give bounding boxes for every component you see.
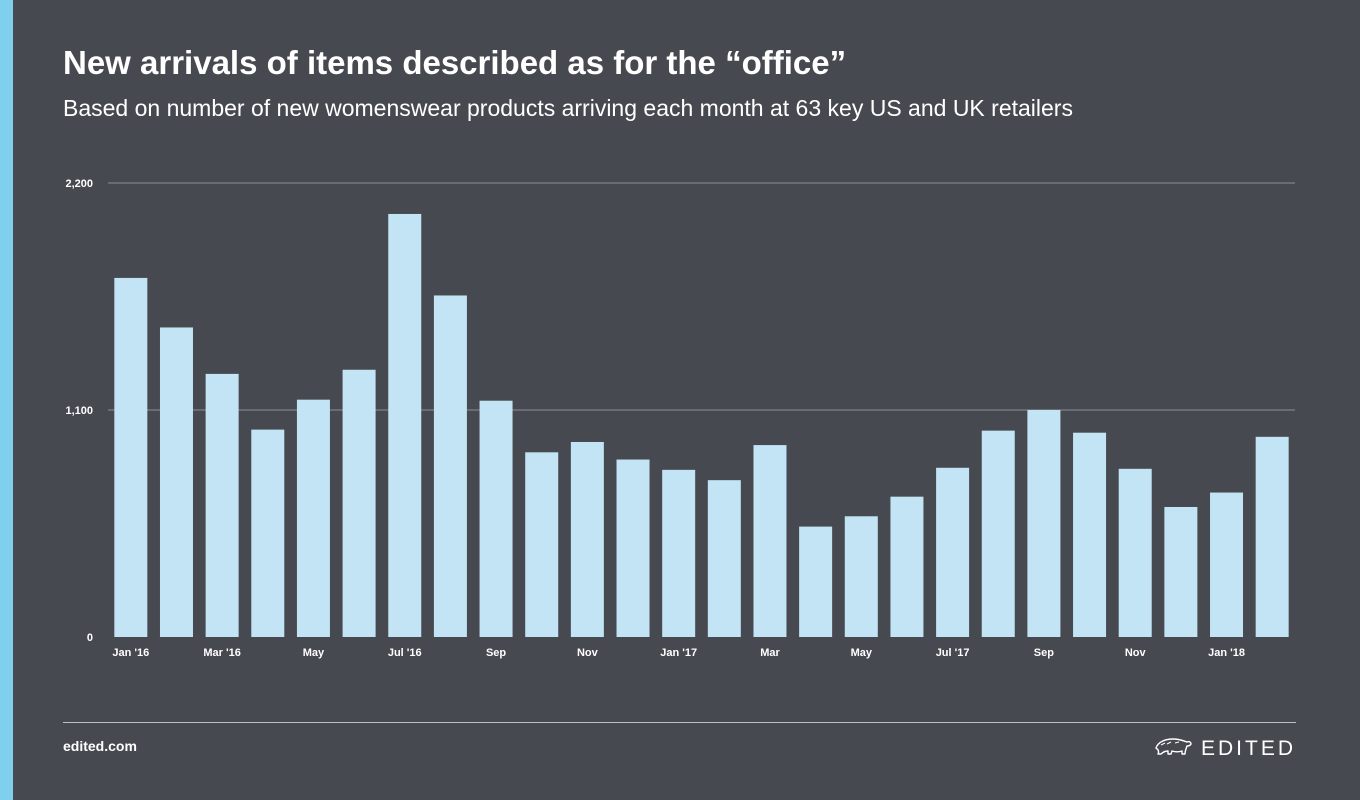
- bar: [251, 429, 285, 637]
- x-tick-label: Nov: [577, 647, 599, 659]
- bar: [844, 516, 878, 637]
- bar: [662, 469, 696, 637]
- x-tick-label: Mar '16: [203, 647, 240, 659]
- bar: [159, 327, 193, 637]
- x-tick-label: Mar: [760, 647, 780, 659]
- x-tick-label: Jul '16: [388, 647, 422, 659]
- bar: [981, 430, 1015, 637]
- x-tick-label: May: [303, 647, 325, 659]
- bar: [753, 445, 787, 637]
- footer-divider: [63, 722, 1296, 723]
- bar-chart: 0 1,100 2,200 Jan '16 Mar '16 May Jul '16 Sep N…: [65, 178, 1295, 659]
- chart-title: New arrivals of items described as for t…: [63, 44, 847, 81]
- bar: [1210, 492, 1244, 637]
- bar: [1027, 410, 1061, 637]
- x-tick-label: May: [851, 647, 873, 659]
- bars: [114, 213, 1289, 638]
- bar: [388, 213, 422, 638]
- polar-bear-icon: [1153, 733, 1193, 764]
- footer-site-link[interactable]: edited.com: [63, 738, 137, 754]
- bar: [433, 295, 467, 637]
- chart-subtitle: Based on number of new womenswear produc…: [63, 95, 1073, 121]
- bar: [616, 459, 650, 637]
- x-tick-label: Jan '17: [660, 647, 697, 659]
- x-tick-label: Jan '18: [1208, 647, 1245, 659]
- bar: [936, 467, 970, 637]
- bar: [1255, 436, 1289, 637]
- bar: [1164, 506, 1198, 637]
- bar: [479, 400, 513, 637]
- bar: [707, 480, 741, 637]
- bar: [525, 452, 559, 637]
- x-tick-label: Sep: [1034, 647, 1054, 659]
- x-tick-label: Jan '16: [112, 647, 149, 659]
- x-axis: Jan '16 Mar '16 May Jul '16 Sep Nov Jan '17 Mar…: [112, 647, 1245, 659]
- y-tick-label: 2,200: [65, 178, 93, 190]
- x-tick-label: Sep: [486, 647, 506, 659]
- bar: [570, 441, 604, 637]
- bar: [205, 373, 239, 637]
- gridlines: [108, 182, 1295, 411]
- x-tick-label: Nov: [1125, 647, 1147, 659]
- bar: [1073, 432, 1107, 637]
- y-axis: 0 1,100 2,200: [65, 178, 93, 644]
- brand-name: EDITED: [1200, 736, 1296, 760]
- bar: [114, 277, 148, 637]
- y-tick-label: 1,100: [65, 405, 93, 417]
- bar: [1118, 468, 1152, 637]
- accent-bar: [0, 0, 13, 800]
- brand-logo: EDITED: [1153, 733, 1296, 764]
- bar: [799, 526, 833, 637]
- y-tick-label: 0: [87, 632, 93, 644]
- bar: [890, 496, 924, 637]
- bar: [342, 369, 376, 637]
- x-tick-label: Jul '17: [936, 647, 970, 659]
- bar: [296, 399, 330, 637]
